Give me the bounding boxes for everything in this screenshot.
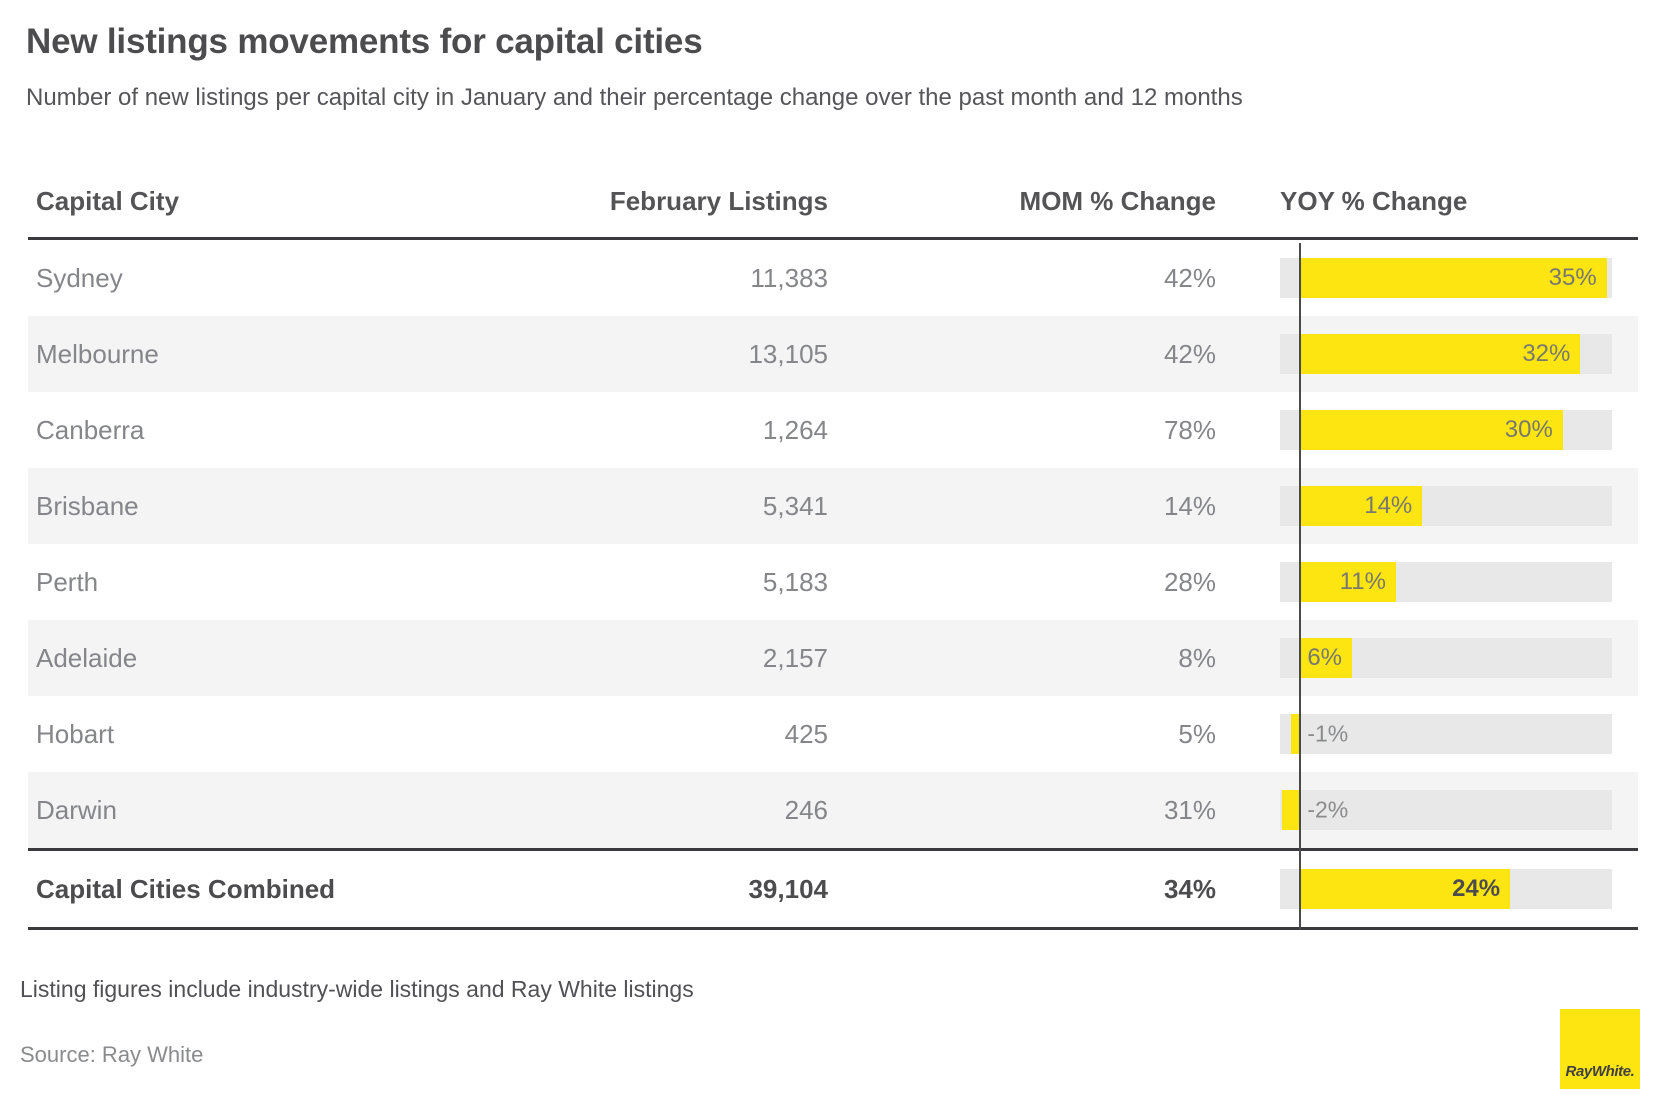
yoy-bar xyxy=(1299,869,1511,909)
yoy-change-cell: 30% xyxy=(1216,392,1638,468)
column-header-capital-city: Capital City xyxy=(36,186,180,216)
mom-change-cell: 42% xyxy=(1163,262,1216,293)
table-row: Hobart 425 5% -1% xyxy=(28,696,1638,772)
mom-change-cell: 5% xyxy=(1178,718,1216,749)
listings-cell: 11,383 xyxy=(750,262,828,293)
yoy-bar-track: 35% xyxy=(1280,258,1612,298)
listings-cell: 39,104 xyxy=(748,873,828,904)
yoy-bar xyxy=(1299,562,1396,602)
city-cell: Darwin xyxy=(36,794,117,825)
yoy-change-cell: 6% xyxy=(1216,620,1638,696)
city-cell: Perth xyxy=(36,566,99,597)
zero-axis-line xyxy=(1299,243,1301,930)
yoy-bar-track: 30% xyxy=(1280,410,1612,450)
yoy-bar xyxy=(1281,790,1300,830)
yoy-change-cell: 11% xyxy=(1216,544,1638,620)
page-title: New listings movements for capital citie… xyxy=(26,22,703,61)
yoy-bar xyxy=(1299,258,1607,298)
city-cell: Melbourne xyxy=(36,338,159,369)
listings-table: Capital City February Listings MOM % Cha… xyxy=(28,168,1638,930)
table-body: Sydney 11,383 42% 35% Melbourne 13,105 42% 32% C… xyxy=(28,240,1638,848)
table-row: Darwin 246 31% -2% xyxy=(28,772,1638,848)
column-header-mom-change: MOM % Change xyxy=(1019,186,1216,216)
yoy-change-cell: 14% xyxy=(1216,468,1638,544)
yoy-bar xyxy=(1299,638,1352,678)
yoy-bar-track: 6% xyxy=(1280,638,1612,678)
listings-cell: 425 xyxy=(784,718,828,749)
mom-change-cell: 78% xyxy=(1163,414,1216,445)
yoy-change-cell: -1% xyxy=(1216,696,1638,772)
table-total-row: Capital Cities Combined 39,104 34% 24% xyxy=(28,848,1638,930)
source-label: Source: Ray White xyxy=(20,1042,204,1067)
yoy-bar xyxy=(1299,334,1581,374)
yoy-bar-track: 11% xyxy=(1280,562,1612,602)
yoy-bar xyxy=(1290,714,1300,754)
table-row: Adelaide 2,157 8% 6% xyxy=(28,620,1638,696)
yoy-bar-track: 14% xyxy=(1280,486,1612,526)
listings-cell: 5,341 xyxy=(762,490,828,521)
mom-change-cell: 34% xyxy=(1163,873,1216,904)
yoy-bar-label: 32% xyxy=(1522,340,1571,367)
city-cell: Canberra xyxy=(36,414,145,445)
yoy-bar-track: -1% xyxy=(1280,714,1612,754)
listings-cell: 246 xyxy=(784,794,828,825)
table-row: Canberra 1,264 78% 30% xyxy=(28,392,1638,468)
yoy-bar-track: 32% xyxy=(1280,334,1612,374)
column-header-yoy-change: YOY % Change xyxy=(1280,186,1468,216)
mom-change-cell: 42% xyxy=(1163,338,1216,369)
city-cell: Hobart xyxy=(36,718,115,749)
yoy-bar-track: 24% xyxy=(1280,869,1612,909)
mom-change-cell: 8% xyxy=(1178,642,1216,673)
yoy-bar xyxy=(1299,486,1423,526)
yoy-bar-label: -2% xyxy=(1307,796,1349,823)
table-row: Brisbane 5,341 14% 14% xyxy=(28,468,1638,544)
listings-cell: 2,157 xyxy=(762,642,828,673)
yoy-bar xyxy=(1299,410,1563,450)
page-subtitle: Number of new listings per capital city … xyxy=(26,84,1243,111)
yoy-bar-label: 11% xyxy=(1339,568,1386,595)
column-header-february-listings: February Listings xyxy=(609,186,828,216)
yoy-bar-label: 35% xyxy=(1548,264,1597,291)
city-cell: Sydney xyxy=(36,262,123,293)
yoy-change-cell: 35% xyxy=(1216,240,1638,316)
yoy-change-cell: 24% xyxy=(1216,851,1638,927)
table-row: Melbourne 13,105 42% 32% xyxy=(28,316,1638,392)
yoy-bar-label: 24% xyxy=(1452,875,1501,902)
yoy-bar-label: -1% xyxy=(1307,720,1349,747)
table-row: Perth 5,183 28% 11% xyxy=(28,544,1638,620)
city-cell: Brisbane xyxy=(36,490,139,521)
yoy-change-cell: 32% xyxy=(1216,316,1638,392)
footnote: Listing figures include industry-wide li… xyxy=(20,976,694,1002)
yoy-bar-track: -2% xyxy=(1280,790,1612,830)
mom-change-cell: 28% xyxy=(1163,566,1216,597)
mom-change-cell: 31% xyxy=(1163,794,1216,825)
listings-cell: 13,105 xyxy=(748,338,828,369)
yoy-change-cell: -2% xyxy=(1216,772,1638,848)
table-header-row: Capital City February Listings MOM % Cha… xyxy=(28,168,1638,240)
listings-cell: 5,183 xyxy=(762,566,828,597)
yoy-bar-label: 6% xyxy=(1307,644,1343,671)
raywhite-logo: RayWhite. xyxy=(1560,1009,1640,1089)
city-cell: Capital Cities Combined xyxy=(36,873,336,904)
yoy-bar-label: 30% xyxy=(1504,416,1553,443)
table-row: Sydney 11,383 42% 35% xyxy=(28,240,1638,316)
raywhite-logo-text: RayWhite. xyxy=(1565,1063,1635,1080)
listings-cell: 1,264 xyxy=(762,414,828,445)
yoy-bar-label: 14% xyxy=(1364,492,1413,519)
city-cell: Adelaide xyxy=(36,642,138,673)
mom-change-cell: 14% xyxy=(1163,490,1216,521)
